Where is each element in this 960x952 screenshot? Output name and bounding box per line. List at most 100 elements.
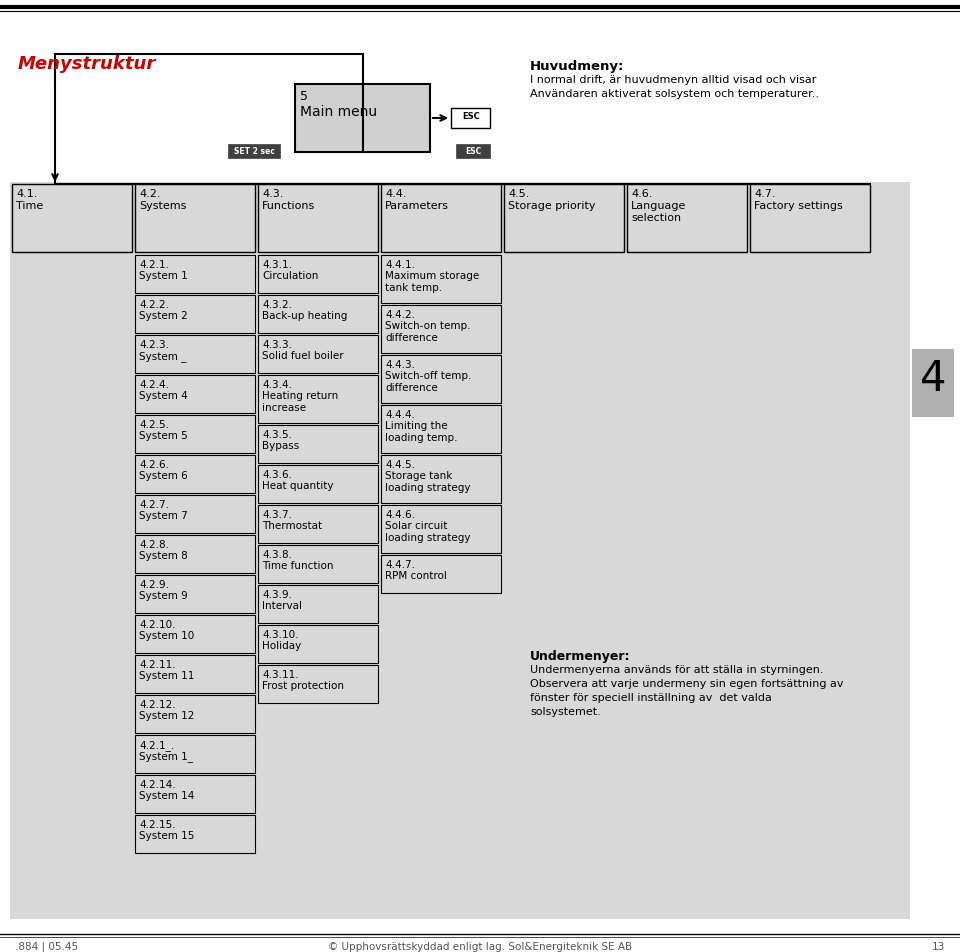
Text: 4.2.4.: 4.2.4. — [139, 380, 169, 389]
Text: Menystruktur: Menystruktur — [18, 55, 156, 73]
Bar — [381, 555, 501, 593]
Text: System 4: System 4 — [139, 390, 188, 401]
Bar — [258, 426, 378, 464]
Text: 4.2.12.: 4.2.12. — [139, 700, 176, 709]
Bar — [381, 356, 501, 404]
Bar — [456, 145, 490, 159]
Text: 4.2.9.: 4.2.9. — [139, 580, 169, 589]
Text: System 11: System 11 — [139, 670, 194, 681]
Bar — [381, 506, 501, 553]
Text: Storage tank
loading strategy: Storage tank loading strategy — [385, 470, 470, 493]
Text: 4.2.8.: 4.2.8. — [139, 540, 169, 549]
Text: 4.3.1.: 4.3.1. — [262, 260, 292, 269]
Text: 4.4.1.: 4.4.1. — [385, 260, 415, 269]
Text: Parameters: Parameters — [385, 201, 449, 210]
Text: 4.3.6.: 4.3.6. — [262, 469, 292, 480]
Text: Language
selection: Language selection — [631, 201, 686, 223]
Text: 4.2.7.: 4.2.7. — [139, 500, 169, 509]
Text: .884 | 05.45: .884 | 05.45 — [15, 941, 78, 951]
Bar — [258, 336, 378, 373]
Text: Limiting the
loading temp.: Limiting the loading temp. — [385, 421, 458, 443]
Text: 4.4.5.: 4.4.5. — [385, 460, 415, 469]
Bar — [381, 256, 501, 304]
Text: 4.2.: 4.2. — [139, 188, 160, 199]
Text: 4.2.1_.: 4.2.1_. — [139, 739, 175, 750]
Text: 4.2.5.: 4.2.5. — [139, 420, 169, 429]
Text: System _: System _ — [139, 350, 186, 362]
Text: Switch-off temp.
difference: Switch-off temp. difference — [385, 370, 471, 393]
Bar — [135, 695, 255, 733]
Text: © Upphovsrättskyddad enligt lag. Sol&Energiteknik SE AB: © Upphovsrättskyddad enligt lag. Sol&Ene… — [328, 941, 632, 951]
Text: System 1_: System 1_ — [139, 750, 193, 761]
Text: Systems: Systems — [139, 201, 186, 210]
Text: Bypass: Bypass — [262, 441, 300, 450]
Bar — [135, 296, 255, 333]
Text: System 12: System 12 — [139, 710, 194, 721]
Text: 4: 4 — [920, 358, 947, 400]
Text: System 1: System 1 — [139, 270, 188, 281]
Text: 4.3.11.: 4.3.11. — [262, 669, 299, 680]
Text: 4.3.3.: 4.3.3. — [262, 340, 292, 349]
Text: Heat quantity: Heat quantity — [262, 481, 333, 490]
Text: RPM control: RPM control — [385, 570, 446, 581]
Text: 4.2.14.: 4.2.14. — [139, 779, 176, 789]
Text: 4.7.: 4.7. — [754, 188, 776, 199]
Text: System 2: System 2 — [139, 310, 188, 321]
Text: Undermenyer:: Undermenyer: — [530, 649, 631, 663]
Text: 4.2.6.: 4.2.6. — [139, 460, 169, 469]
Bar — [750, 185, 870, 252]
Bar — [135, 256, 255, 293]
Text: 4.2.1.: 4.2.1. — [139, 260, 169, 269]
Text: 4.3.7.: 4.3.7. — [262, 509, 292, 520]
Bar — [135, 455, 255, 493]
Text: Time: Time — [16, 201, 43, 210]
Bar — [135, 775, 255, 813]
Text: 4.4.: 4.4. — [385, 188, 406, 199]
Bar — [10, 183, 910, 919]
Bar — [258, 466, 378, 504]
Bar — [258, 256, 378, 293]
Text: 4.2.3.: 4.2.3. — [139, 340, 169, 349]
Text: Undermenyerna används för att ställa in styrningen.
Observera att varje undermen: Undermenyerna används för att ställa in … — [530, 664, 844, 716]
Bar — [135, 336, 255, 373]
Text: Holiday: Holiday — [262, 641, 301, 650]
Bar — [12, 185, 132, 252]
Text: 4.4.3.: 4.4.3. — [385, 360, 415, 369]
Bar — [135, 815, 255, 853]
Text: System 14: System 14 — [139, 790, 194, 801]
Text: Switch-on temp.
difference: Switch-on temp. difference — [385, 321, 470, 343]
Text: 4.3.9.: 4.3.9. — [262, 589, 292, 600]
Bar — [135, 535, 255, 573]
Text: 4.3.5.: 4.3.5. — [262, 429, 292, 440]
Text: System 9: System 9 — [139, 590, 188, 601]
Bar — [258, 376, 378, 424]
Bar — [258, 625, 378, 664]
Text: System 15: System 15 — [139, 830, 194, 840]
Text: 4.4.2.: 4.4.2. — [385, 309, 415, 320]
Text: System 6: System 6 — [139, 470, 188, 481]
Bar — [912, 349, 954, 418]
Bar — [258, 585, 378, 624]
Bar — [228, 145, 280, 159]
Bar — [135, 735, 255, 773]
Text: 4.2.15.: 4.2.15. — [139, 819, 176, 829]
Bar — [135, 376, 255, 413]
Text: System 5: System 5 — [139, 430, 188, 441]
Text: Back-up heating: Back-up heating — [262, 310, 348, 321]
Bar — [258, 296, 378, 333]
Text: Functions: Functions — [262, 201, 315, 210]
Text: Circulation: Circulation — [262, 270, 319, 281]
Text: System 10: System 10 — [139, 630, 194, 641]
Text: Interval: Interval — [262, 601, 302, 610]
Text: 13: 13 — [932, 941, 945, 951]
Text: Main menu: Main menu — [300, 105, 377, 119]
Text: 4.3.4.: 4.3.4. — [262, 380, 292, 389]
Bar — [135, 655, 255, 693]
Bar — [451, 109, 490, 129]
Text: Solid fuel boiler: Solid fuel boiler — [262, 350, 344, 361]
Text: 4.6.: 4.6. — [631, 188, 653, 199]
Bar — [135, 615, 255, 653]
Text: Factory settings: Factory settings — [754, 201, 843, 210]
Text: Solar circuit
loading strategy: Solar circuit loading strategy — [385, 521, 470, 543]
Text: 4.3.10.: 4.3.10. — [262, 629, 299, 640]
